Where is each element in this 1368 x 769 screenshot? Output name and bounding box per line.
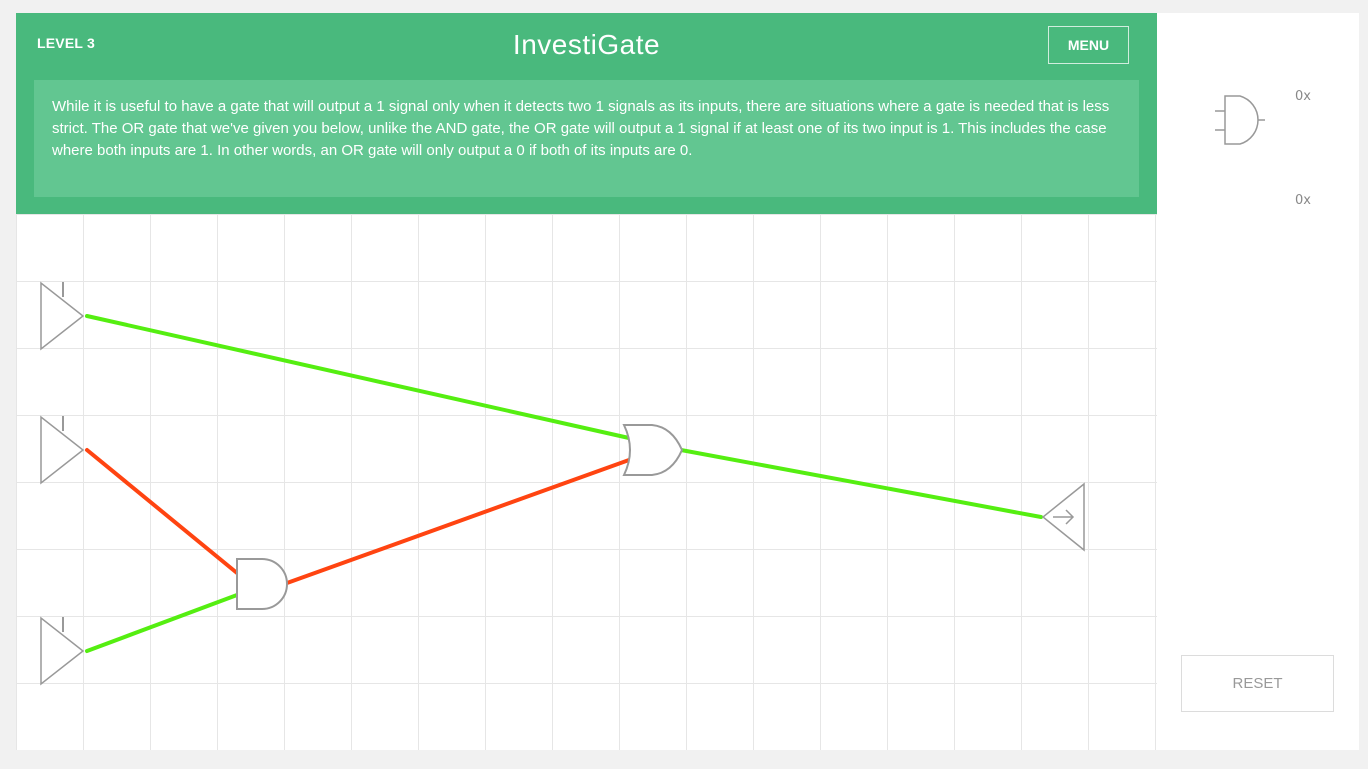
level-header: LEVEL 3 InvestiGate MENU While it is use… <box>16 13 1157 214</box>
wire-input1-to-or <box>87 316 629 438</box>
second-slot-count: 0x <box>1295 193 1311 208</box>
and-gate-count: 0x <box>1295 89 1311 104</box>
wire-and-to-or <box>287 460 629 583</box>
output-node <box>1043 484 1084 550</box>
circuit-diagram <box>16 214 1157 750</box>
game-area: LEVEL 3 InvestiGate MENU While it is use… <box>16 13 1157 750</box>
instructions-text: While it is useful to have a gate that w… <box>52 98 1109 159</box>
input-2[interactable] <box>41 416 83 483</box>
or-gate[interactable] <box>624 425 682 475</box>
input-3[interactable] <box>41 617 83 684</box>
wire-input3-to-and <box>87 595 237 651</box>
component-sidebar: 0x 0x RESET <box>1157 13 1359 750</box>
instructions-panel: While it is useful to have a gate that w… <box>34 80 1139 197</box>
game-title: InvestiGate <box>16 29 1157 61</box>
input-1[interactable] <box>41 282 83 349</box>
wire-or-to-output <box>681 450 1041 517</box>
and-gate[interactable] <box>237 559 287 609</box>
and-gate-icon[interactable] <box>1213 90 1267 152</box>
wire-input2-to-and <box>87 450 237 573</box>
reset-button[interactable]: RESET <box>1181 655 1334 712</box>
menu-button[interactable]: MENU <box>1048 26 1129 64</box>
